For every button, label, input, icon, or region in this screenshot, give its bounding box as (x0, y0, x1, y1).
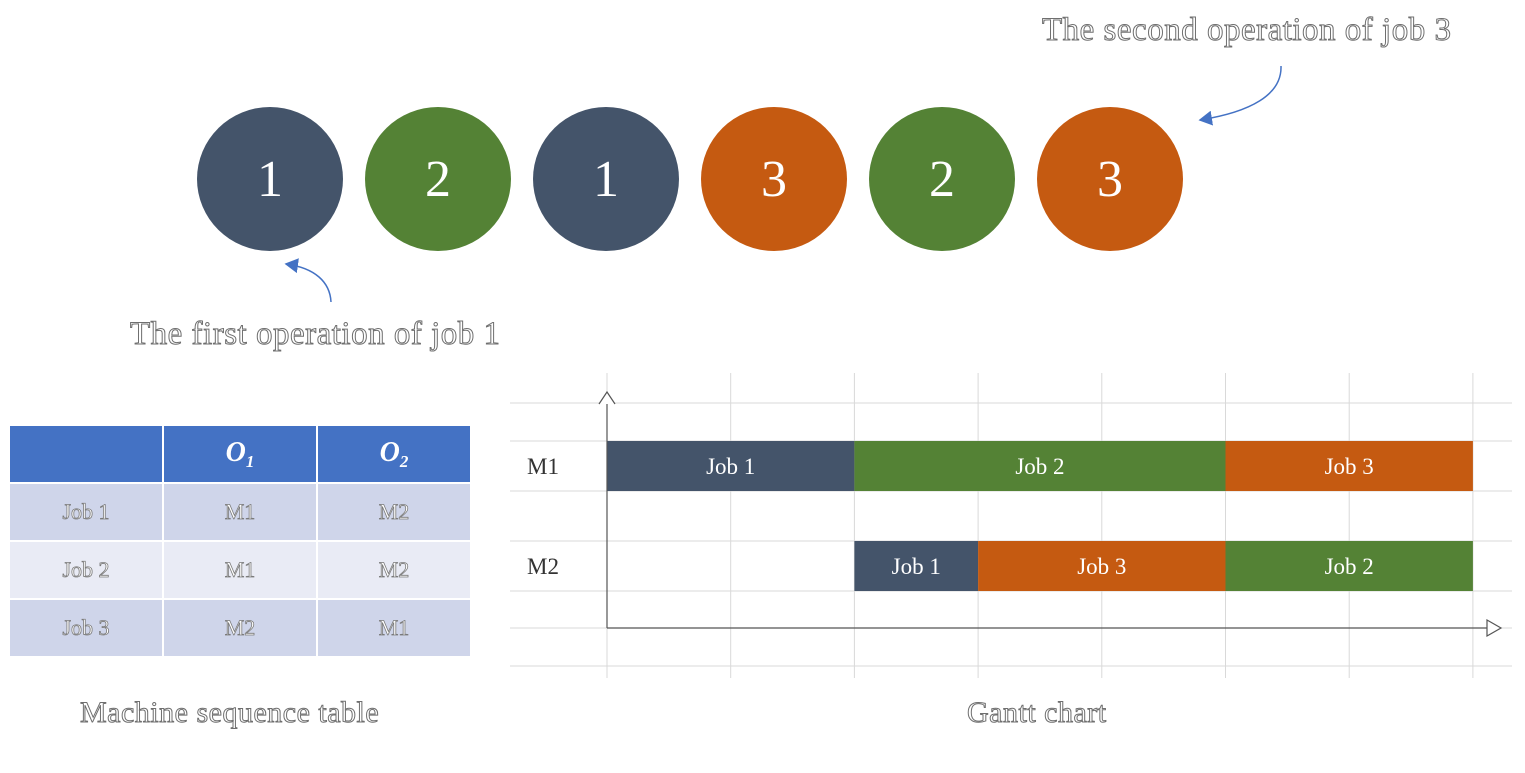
table-row: Job 3 M2 M1 (8, 598, 472, 658)
machine-label: M1 (527, 454, 559, 479)
annotation-second-operation: The second operation of job 3 (1041, 12, 1452, 49)
table-header-row: O1 O2 (8, 424, 472, 484)
gantt-bar-label: Job 1 (706, 454, 755, 479)
gene-label: 1 (257, 150, 283, 208)
gene-label: 1 (593, 150, 619, 208)
annotation-first-operation: The first operation of job 1 (130, 316, 501, 353)
gantt-machine-labels: M1 M2 (527, 454, 559, 579)
gantt-grid (510, 373, 1512, 678)
table-cell-job: Job 2 (8, 540, 164, 600)
table-cell-job: Job 3 (8, 598, 164, 658)
gene-label: 2 (929, 150, 955, 208)
operation-subscript: 2 (399, 451, 409, 471)
table-cell-o1: M2 (162, 598, 318, 658)
machine-label: M2 (527, 554, 559, 579)
gantt-bars: Job 1 Job 2 Job 3 Job 1 Job 3 Job 2 (607, 441, 1473, 591)
sequence-gene-2: 2 (365, 107, 511, 251)
sequence-gene-3: 1 (533, 107, 679, 251)
annotation-arrow-first (284, 258, 332, 303)
table-header-o1: O1 (162, 424, 318, 484)
table-cell-o2: M2 (316, 540, 472, 600)
table-row: Job 1 M1 M2 (8, 482, 472, 542)
machine-sequence-table: O1 O2 Job 1 M1 M2 Job 2 M1 M2 Job 3 M2 M… (8, 424, 472, 658)
x-axis-arrowhead-icon (1486, 618, 1503, 638)
sequence-gene-5: 2 (869, 107, 1015, 251)
gantt-caption: Gantt chart (967, 696, 1107, 730)
gantt-bar-label: Job 3 (1077, 554, 1126, 579)
sequence-gene-1: 1 (197, 107, 343, 251)
gantt-bar (607, 441, 855, 491)
table-cell-o2: M1 (316, 598, 472, 658)
sequence-gene-4: 3 (701, 107, 847, 251)
y-axis-arrowhead-icon (598, 390, 616, 405)
table-row: Job 2 M1 M2 (8, 540, 472, 600)
sequence-gene-6: 3 (1037, 107, 1183, 251)
operation-symbol: O (379, 436, 400, 468)
operation-subscript: 1 (245, 451, 255, 471)
gene-label: 3 (761, 150, 787, 208)
gantt-bar-label: Job 2 (1325, 554, 1374, 579)
table-header-empty (8, 424, 164, 484)
gantt-bar (1225, 441, 1473, 491)
gantt-bar (854, 441, 1226, 491)
table-cell-job: Job 1 (8, 482, 164, 542)
annotation-arrow-second (1198, 65, 1282, 126)
table-cell-o1: M1 (162, 540, 318, 600)
gantt-bar-label: Job 2 (1015, 454, 1064, 479)
table-header-o2: O2 (316, 424, 472, 484)
gantt-bar (854, 541, 979, 591)
table-cell-o1: M1 (162, 482, 318, 542)
gantt-bar-label: Job 1 (892, 554, 941, 579)
operation-symbol: O (225, 436, 246, 468)
table-cell-o2: M2 (316, 482, 472, 542)
gantt-bar-label: Job 3 (1325, 454, 1374, 479)
gene-label: 2 (425, 150, 451, 208)
gantt-bar (978, 541, 1226, 591)
table-caption: Machine sequence table (79, 696, 380, 730)
gantt-bar (1225, 541, 1473, 591)
gene-label: 3 (1097, 150, 1123, 208)
